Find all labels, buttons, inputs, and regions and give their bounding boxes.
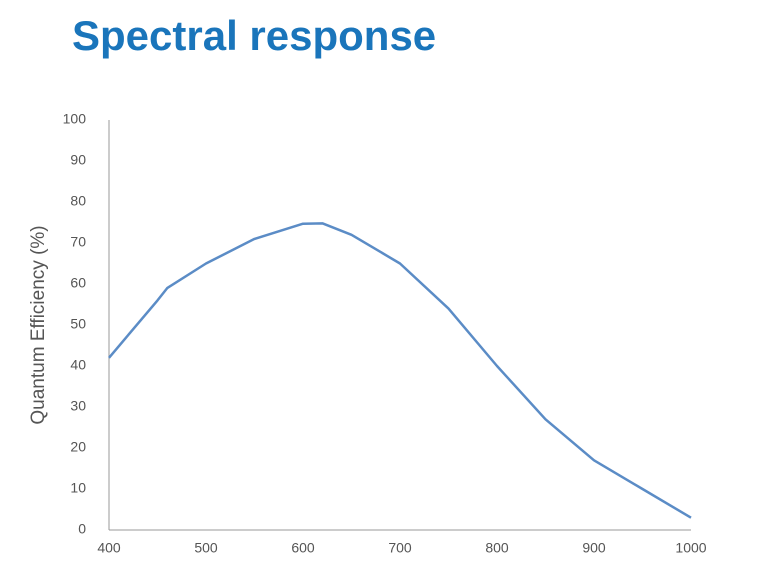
x-tick-label: 1000 xyxy=(675,540,706,556)
y-tick-label: 70 xyxy=(70,234,86,250)
chart-title: Spectral response xyxy=(72,12,436,59)
y-tick-label: 10 xyxy=(70,480,86,496)
y-tick-label: 60 xyxy=(70,275,86,291)
y-tick-label: 20 xyxy=(70,439,86,455)
y-tick-label: 40 xyxy=(70,357,86,373)
x-tick-label: 800 xyxy=(485,540,509,556)
y-tick-label: 0 xyxy=(78,521,86,537)
data-line xyxy=(108,222,692,519)
x-tick-label: 600 xyxy=(291,540,315,556)
y-tick-label: 50 xyxy=(70,316,86,332)
y-tick-label: 80 xyxy=(70,193,86,209)
x-tick-label: 700 xyxy=(388,540,412,556)
y-tick-label: 90 xyxy=(70,152,86,168)
x-tick-label: 900 xyxy=(582,540,606,556)
x-tick-label: 500 xyxy=(194,540,218,556)
x-tick-label: 400 xyxy=(97,540,121,556)
y-axis-label: Quantum Efficiency (%) xyxy=(28,225,49,424)
y-tick-label: 30 xyxy=(70,398,86,414)
y-tick-label: 100 xyxy=(63,111,87,127)
